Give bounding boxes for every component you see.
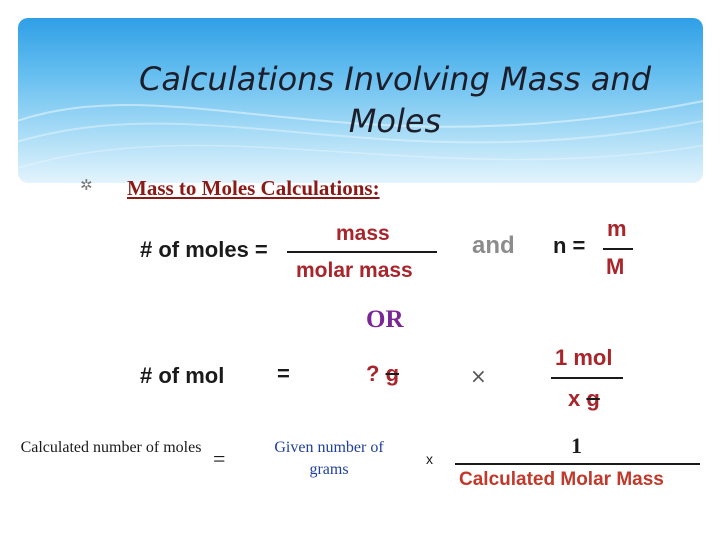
formula3-lhs: Calculated number of moles bbox=[20, 439, 202, 456]
formula2-given-grams: ? g bbox=[366, 361, 399, 387]
formula1-lhs: # of moles = bbox=[140, 237, 268, 262]
formula3-fraction-bar bbox=[455, 463, 700, 465]
slide-title: Calculations Involving Mass and Moles bbox=[138, 60, 651, 140]
n-numerator: m bbox=[607, 216, 627, 241]
formula1-fraction-bar bbox=[287, 251, 437, 253]
times-sign: × bbox=[470, 364, 487, 388]
denominator-prefix: x bbox=[568, 386, 587, 411]
n-fraction-bar bbox=[603, 248, 633, 250]
formula3-equals: = bbox=[213, 446, 226, 471]
formula2-numerator: 1 mol bbox=[555, 345, 613, 370]
formula1-denominator: molar mass bbox=[296, 259, 413, 282]
formula3-numerator: 1 bbox=[571, 433, 582, 458]
and-connector: and bbox=[472, 232, 515, 259]
section-subtitle: Mass to Moles Calculations: bbox=[127, 176, 380, 200]
formula2-denominator: x g bbox=[568, 386, 600, 412]
formula3-denominator: Calculated Molar Mass bbox=[459, 469, 664, 490]
formula2-fraction-bar bbox=[551, 377, 623, 379]
formula2-lhs: # of mol bbox=[140, 363, 225, 388]
formula3-times: x bbox=[426, 451, 433, 467]
banner-wave-decoration bbox=[18, 99, 703, 169]
n-denominator: M bbox=[606, 254, 625, 279]
formula1-numerator: mass bbox=[336, 222, 390, 245]
denominator-unit-cancelled: g bbox=[586, 386, 600, 411]
formula2-equals: = bbox=[277, 361, 290, 386]
given-prefix: ? bbox=[366, 361, 386, 386]
asterisk-bullet-icon: ✲ bbox=[80, 176, 93, 194]
formula3-given: Given number of grams bbox=[274, 439, 384, 478]
n-equals-label: n = bbox=[553, 233, 586, 258]
title-banner bbox=[18, 18, 703, 183]
given-unit-cancelled: g bbox=[385, 361, 400, 386]
or-label: OR bbox=[366, 306, 404, 333]
